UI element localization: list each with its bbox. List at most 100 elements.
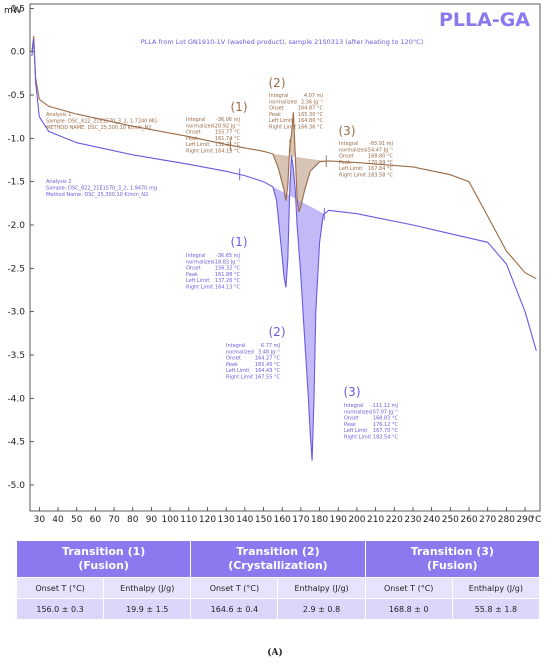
y-tick-label: -1.5 [7,178,25,188]
a2-peak2-value: 165.45 °C [255,362,281,368]
a2-peak1-key: normalized [186,259,214,265]
x-tick-label: 200 [348,515,365,525]
series-lines [31,36,537,461]
header-line: Transition (1) [62,545,146,558]
a2-peak1-value: 137.26 °C [215,278,241,284]
a1-peak2-value: 164.80 °C [298,118,324,124]
y-tick-label: 0.5 [11,4,25,14]
integration-limit-marks [229,139,327,220]
table-row: 156.0 ± 0.3 19.9 ± 1.5 164.6 ± 0.4 2.9 ±… [15,598,541,620]
a1-peak1-value: -20.92 Jg⁻¹ [213,123,240,129]
x-tick-label: 50 [71,515,83,525]
a1-peak2-value: 165.30 °C [298,112,324,118]
a1-peak2-key: normalized [269,99,297,105]
a2-peak1-value: -18.83 Jg⁻¹ [213,259,240,265]
a2-peak1-value: 164.13 °C [215,285,241,291]
table-header-row: Transition (1) (Fusion) Transition (2) (Cr… [15,540,541,578]
table-cell: 156.0 ± 0.3 [15,598,105,620]
a2-peak2-key: normalized [226,349,254,355]
x-tick-label: 70 [108,515,120,525]
a1-peak3-value: -93.91 mJ [369,141,393,147]
analysis2-header-text: Method Name: DSC_25,300,10 K/min_N2 [46,192,148,198]
analysis2-peak-area [271,155,325,461]
x-tick-label: 210 [367,515,384,525]
a2-peak2-key: Peak [226,362,238,368]
a2-peak1-value: 161.88 °C [215,272,241,278]
y-tick-label: -1.0 [7,134,25,144]
y-axis-label: mW [4,6,22,16]
x-axis-unit: °C [531,515,542,525]
a1-peak3-value: 170.99 °C [368,160,394,166]
x-tick-label: 230 [404,515,421,525]
a1-peak1-value: -36.06 mJ [216,117,240,123]
a2-peak2-value: 164.43 °C [255,368,281,374]
analysis1-header-text: Analysis 1 [46,112,71,118]
a1-peak1-key: Integral [186,117,205,123]
header-transition-3: Transition (3) (Fusion) [364,540,541,578]
x-tick-label: 80 [127,515,139,525]
peak-number-label: (2) [269,76,286,90]
x-tick-label: 290 [516,515,533,525]
a2-peak1-key: Integral [186,253,205,259]
x-axis: 30 40 50 60 70 80 90 100 110 120 130 140 150 160 170 18… [34,507,534,525]
a2-peak1-key: Onset [186,266,201,272]
a1-peak2-key: Onset [269,106,284,112]
table-cell: 168.8 ± 0 [364,598,453,620]
a2-peak2-key: Onset [226,356,241,362]
chart-title: PLLA-GA [439,9,530,31]
x-tick-label: 60 [90,515,102,525]
peak-number-label: (1) [231,235,248,249]
a1-peak2-value: 2.36 Jg⁻¹ [301,99,323,105]
header-transition-1: Transition (1) (Fusion) [15,540,192,578]
x-tick-label: 280 [498,515,515,525]
a2-peak3-value: -111.12 mJ [371,403,398,409]
a2-peak2-key: Integral [226,343,245,349]
table-cell: Onset T (°C) [15,577,105,599]
transition-table: Transition (1) (Fusion) Transition (2) (Cr… [15,540,541,620]
a1-peak1-key: Right Limit [186,149,213,155]
a2-peak1-key: Right Limit [186,285,213,291]
table-cell: Onset T (°C) [190,577,279,599]
chart-subtitle: PLLA from Lot GN1910-1V (washed product)… [141,38,424,46]
x-tick-label: 170 [292,515,309,525]
analysis2-header-text: Analysis 2 [46,179,71,185]
a2-peak1-key: Peak [186,272,198,278]
peak-number-label: (3) [339,124,356,138]
header-transition-2: Transition (2) (Crystallization) [190,540,366,578]
a2-peak3-key: Onset [344,416,359,422]
a1-peak3-key: Left Limit [339,166,362,172]
y-tick-label: 0.0 [11,48,26,58]
a1-peak2-value: 4.07 mJ [304,93,323,99]
x-tick-label: 110 [180,515,197,525]
x-tick-label: 250 [442,515,459,525]
x-tick-label: 40 [52,515,64,525]
analysis2-curve [31,38,537,461]
a1-peak2-key: Peak [269,112,281,118]
a1-peak3-value: -54.47 Jg⁻¹ [366,147,393,153]
table-cell: Enthalpy (J/g) [103,577,192,599]
y-tick-label: -3.5 [7,351,25,361]
a2-peak3-key: Left Limit [344,428,367,434]
a2-peak2-value: 167.55 °C [255,375,281,381]
a2-peak3-key: normalized [344,409,372,415]
x-tick-label: 150 [255,515,272,525]
a2-peak3-key: Right Limit [344,435,371,441]
a2-peak2-value: 6.77 mJ [261,343,280,349]
y-tick-label: -0.5 [7,91,25,101]
a1-peak2-key: Integral [269,93,288,99]
x-tick-label: 240 [423,515,440,525]
a1-peak3-value: 167.84 °C [368,166,394,172]
a2-peak2-value: 164.27 °C [255,356,281,362]
header-line: Transition (3) [410,545,494,558]
a2-peak3-value: 168.83 °C [373,416,399,422]
x-tick-label: 140 [236,515,253,525]
x-tick-label: 180 [311,515,328,525]
x-tick-label: 100 [162,515,179,525]
a1-peak3-key: Onset [339,154,354,160]
y-axis: 0.5 0.0 -0.5 -1.0 -1.5 -2.0 -2.5 -3.0 -3.5 -4.0 -4… [7,4,34,491]
table-cell: 164.6 ± 0.4 [190,598,279,620]
a1-peak2-value: 164.87 °C [298,106,324,112]
a1-peak1-key: Left Limit [186,142,209,148]
table-cell: 55.8 ± 1.8 [451,598,541,620]
